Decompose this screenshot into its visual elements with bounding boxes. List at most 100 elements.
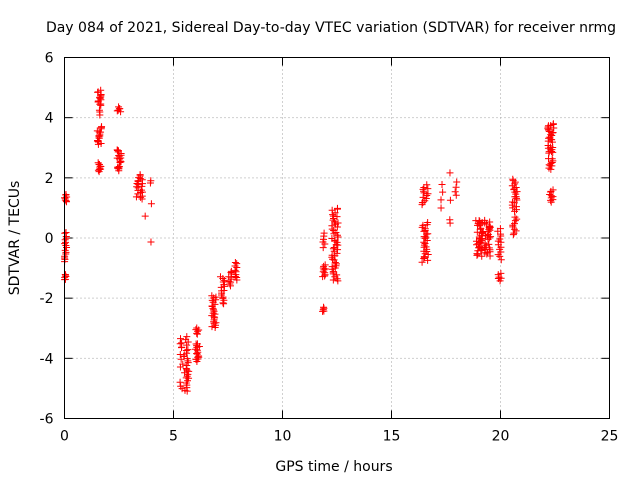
data-point <box>476 218 484 226</box>
data-point <box>328 263 336 271</box>
data-point <box>232 268 240 276</box>
data-point <box>98 123 106 131</box>
data-point <box>182 336 190 344</box>
data-point <box>334 219 342 227</box>
y-tick-label: -6 <box>40 412 54 428</box>
data-point <box>329 212 337 220</box>
data-point <box>333 204 341 212</box>
data-point <box>496 252 504 260</box>
data-point <box>496 235 504 243</box>
data-point <box>446 216 454 224</box>
x-tick-label: 25 <box>601 429 619 445</box>
data-point <box>177 382 185 390</box>
data-point <box>423 181 431 189</box>
x-tick-label: 5 <box>169 429 178 445</box>
data-point <box>176 378 184 386</box>
data-point <box>451 188 459 196</box>
data-point <box>333 213 341 221</box>
data-point <box>446 169 454 177</box>
data-point <box>437 204 445 212</box>
data-point <box>208 292 216 300</box>
data-point <box>329 276 337 284</box>
data-point <box>193 324 201 332</box>
data-point <box>147 177 155 185</box>
data-point <box>114 163 122 171</box>
data-point <box>321 261 329 269</box>
data-point <box>61 194 69 202</box>
data-point <box>193 342 201 350</box>
data-point <box>95 160 103 168</box>
data-point <box>512 203 520 211</box>
data-point <box>194 327 202 335</box>
y-axis-label: SDTVAR / TECUs <box>7 181 23 296</box>
y-tick-label: 2 <box>45 171 54 187</box>
data-point <box>544 155 552 163</box>
data-point <box>220 282 228 290</box>
data-point <box>147 200 155 208</box>
data-point <box>184 370 192 378</box>
data-point <box>115 162 123 170</box>
data-point <box>320 303 328 311</box>
data-point <box>424 218 432 226</box>
data-point <box>97 86 105 94</box>
y-tick-label: 0 <box>45 231 54 247</box>
tick-labels: 0 5 10 15 20 25 -6 -4 -2 0 2 4 6 <box>40 51 619 445</box>
y-tick-label: -4 <box>40 351 54 367</box>
x-axis-label: GPS time / hours <box>275 459 392 475</box>
data-point <box>421 234 429 242</box>
data-point <box>511 207 519 215</box>
data-point <box>184 346 192 354</box>
data-point <box>330 218 338 226</box>
data-point <box>210 306 218 314</box>
data-point <box>116 105 124 113</box>
x-tick-label: 10 <box>274 429 292 445</box>
data-point <box>424 256 432 264</box>
data-point <box>231 259 239 267</box>
data-point <box>509 221 517 229</box>
data-point <box>62 191 70 199</box>
data-point <box>418 258 426 266</box>
data-point <box>115 103 123 111</box>
data-points <box>61 86 558 395</box>
data-point <box>233 260 241 268</box>
data-point <box>182 364 190 372</box>
plot-frame <box>64 57 610 419</box>
data-point <box>472 217 480 225</box>
data-point <box>549 186 557 194</box>
data-point <box>452 191 460 199</box>
data-point <box>178 339 186 347</box>
data-point <box>61 236 69 244</box>
data-point <box>510 220 518 228</box>
data-point <box>220 296 228 304</box>
data-point <box>320 229 328 237</box>
data-point <box>211 310 219 318</box>
data-point <box>439 188 447 196</box>
data-point <box>453 178 461 186</box>
data-point <box>147 238 155 246</box>
data-point <box>549 120 557 128</box>
data-point <box>497 256 505 264</box>
data-point <box>328 222 336 230</box>
data-point <box>334 233 342 241</box>
data-point <box>419 221 427 229</box>
data-point <box>486 223 494 231</box>
x-tick-label: 15 <box>383 429 401 445</box>
data-point <box>497 269 505 277</box>
data-point <box>332 260 340 268</box>
data-point <box>437 196 445 204</box>
data-point <box>212 293 220 301</box>
data-point <box>420 255 428 263</box>
data-point <box>176 350 184 358</box>
data-point <box>61 246 69 254</box>
data-point <box>179 360 187 368</box>
data-point <box>183 362 191 370</box>
data-point <box>438 181 446 189</box>
data-point <box>62 228 70 236</box>
data-point <box>135 174 143 182</box>
x-tick-label: 20 <box>492 429 510 445</box>
data-point <box>452 183 460 191</box>
data-point <box>136 171 144 179</box>
data-point <box>192 340 200 348</box>
data-point <box>216 273 224 281</box>
